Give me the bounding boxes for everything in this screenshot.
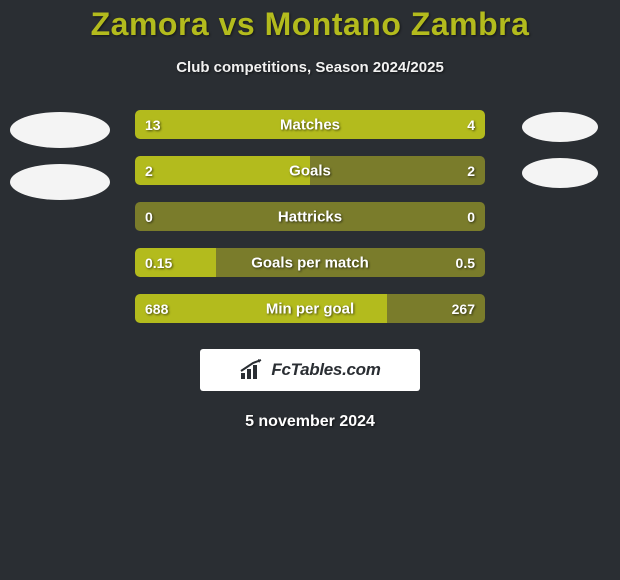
right-avatars	[505, 110, 615, 323]
stat-row-min-per-goal: 688 Min per goal 267	[135, 294, 485, 323]
stat-label: Goals per match	[251, 254, 369, 271]
stat-value-left: 688	[145, 301, 168, 317]
avatar-placeholder-left-2	[10, 164, 110, 200]
stat-value-right: 0.5	[456, 255, 475, 271]
avatar-placeholder-right-2	[522, 158, 598, 188]
stat-value-right: 2	[467, 163, 475, 179]
comparison-widget: Zamora vs Montano Zambra Club competitio…	[0, 0, 620, 431]
stat-bars: 13 Matches 4 2 Goals 2 0 Hattricks 0	[135, 110, 485, 323]
stat-label: Hattricks	[278, 208, 342, 225]
stat-value-right: 267	[452, 301, 475, 317]
subtitle: Club competitions, Season 2024/2025	[0, 59, 620, 76]
stat-value-right: 0	[467, 209, 475, 225]
stat-value-left: 0	[145, 209, 153, 225]
date-text: 5 november 2024	[0, 413, 620, 431]
brand-text: FcTables.com	[271, 360, 380, 380]
left-avatars	[5, 110, 115, 323]
fill-left	[135, 156, 310, 185]
stat-value-left: 2	[145, 163, 153, 179]
stat-label: Goals	[289, 162, 331, 179]
stat-label: Min per goal	[266, 300, 354, 317]
stat-row-goals: 2 Goals 2	[135, 156, 485, 185]
fill-left	[135, 110, 391, 139]
chart-icon	[239, 359, 265, 381]
stat-label: Matches	[280, 116, 340, 133]
stat-value-right: 4	[467, 117, 475, 133]
avatar-placeholder-left-1	[10, 112, 110, 148]
stat-row-goals-per-match: 0.15 Goals per match 0.5	[135, 248, 485, 277]
avatar-placeholder-right-1	[522, 112, 598, 142]
stats-area: 13 Matches 4 2 Goals 2 0 Hattricks 0	[0, 110, 620, 323]
stat-row-hattricks: 0 Hattricks 0	[135, 202, 485, 231]
stat-value-left: 0.15	[145, 255, 172, 271]
stat-row-matches: 13 Matches 4	[135, 110, 485, 139]
stat-value-left: 13	[145, 117, 161, 133]
brand-badge[interactable]: FcTables.com	[200, 349, 420, 391]
page-title: Zamora vs Montano Zambra	[0, 6, 620, 43]
